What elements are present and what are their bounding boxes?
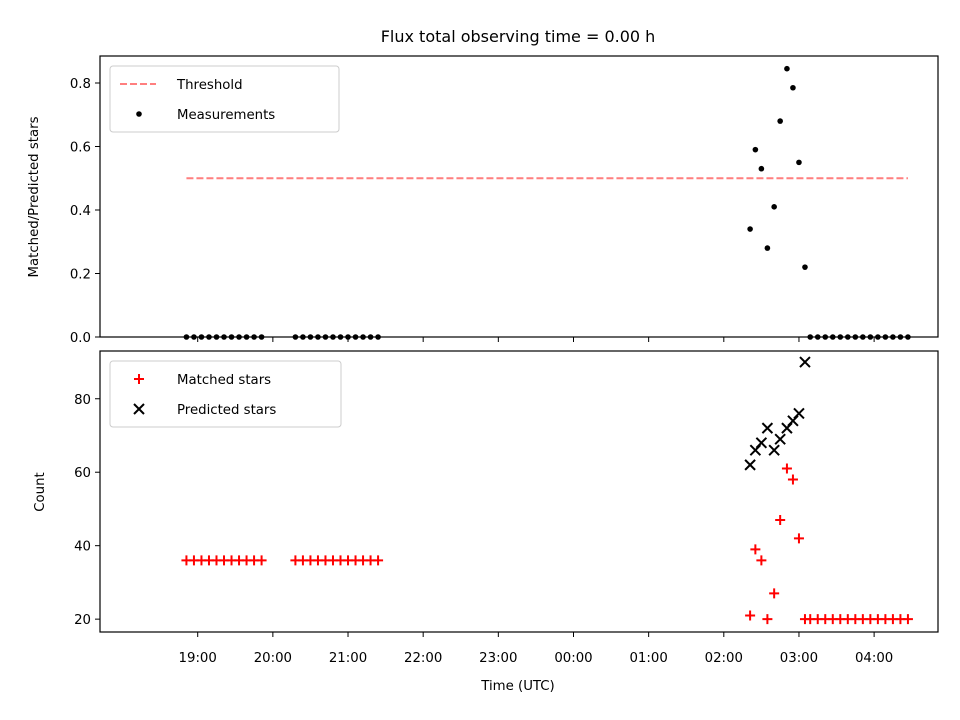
bottom-data-point [744, 459, 756, 471]
x-tick-label: 01:00 [629, 651, 667, 666]
bottom-data-point [755, 437, 768, 449]
top-legend-swatch [136, 111, 142, 117]
bottom-data-point [769, 588, 780, 599]
bottom-series-matched-stars [181, 463, 913, 625]
bottom-legend-box [109, 360, 342, 428]
bottom-data-point [793, 533, 804, 544]
bottom-legend-swatch [133, 403, 145, 415]
bottom-data-point [902, 614, 913, 625]
x-axis-label: Time (UTC) [480, 679, 555, 694]
top-data-point [802, 264, 808, 270]
bottom-y-tick-label: 20 [74, 613, 91, 628]
bottom-data-point [256, 555, 267, 566]
top-y-tick-label: 0.4 [70, 204, 91, 219]
top-legend-box [109, 65, 340, 133]
x-tick-label: 03:00 [780, 651, 818, 666]
bottom-data-point [799, 356, 811, 368]
bottom-legend: Matched stars Predicted stars [109, 360, 342, 428]
bottom-series-predicted-stars [744, 356, 811, 471]
top-y-tick-label: 0.0 [70, 331, 91, 346]
x-tick-label: 04:00 [855, 651, 893, 666]
x-tick-label: 19:00 [179, 651, 217, 666]
bottom-data-point [781, 463, 792, 474]
bottom-data-point [756, 555, 767, 566]
bottom-y-axis-label: Count [33, 472, 48, 512]
bottom-data-point [745, 610, 756, 621]
bottom-data-point [774, 433, 786, 445]
top-legend-label: Measurements [177, 108, 275, 123]
top-data-point [771, 204, 777, 210]
bottom-data-point [768, 444, 780, 456]
top-data-point [784, 65, 790, 72]
top-data-point [790, 84, 796, 91]
top-panel: 0.0 0.2 0.4 0.6 0.8 Threshold Measurements [70, 55, 939, 346]
bottom-y-tick-label: 60 [74, 466, 91, 481]
top-axes-frame [99, 55, 939, 338]
top-y-tick-label: 0.8 [70, 77, 91, 92]
x-tick-label: 23:00 [479, 651, 517, 666]
x-tick-label: 20:00 [254, 651, 292, 666]
bottom-y-tick-label: 80 [74, 393, 91, 408]
top-data-point [764, 245, 771, 251]
bottom-legend-label: Predicted stars [177, 403, 276, 418]
top-y-axis-label: Matched/Predicted stars [27, 116, 42, 277]
bottom-data-point [761, 422, 774, 434]
top-data-point [758, 165, 765, 172]
x-tick-label: 22:00 [404, 651, 442, 666]
top-y-tick-label: 0.2 [70, 267, 91, 282]
x-tick-label: 00:00 [554, 651, 592, 666]
top-legend: Threshold Measurements [109, 65, 340, 133]
top-data-point [752, 146, 759, 153]
bottom-y-tick-label: 40 [74, 540, 91, 555]
bottom-axes-frame [99, 350, 939, 633]
bottom-data-point [793, 407, 805, 420]
top-data-point [747, 226, 753, 232]
x-tick-label: 02:00 [705, 651, 743, 666]
top-legend-label: Threshold [176, 78, 243, 93]
bottom-legend-label: Matched stars [177, 373, 271, 388]
bottom-legend-swatch [134, 374, 144, 384]
bottom-data-point [775, 514, 786, 525]
top-data-point [796, 159, 802, 166]
bottom-data-point [762, 614, 773, 625]
bottom-data-point [787, 474, 798, 485]
bottom-panel: 20 40 60 80 19:00 20:00 21:00 22:00 23:00 00:00 01… [74, 350, 939, 666]
chart-title: Flux total observing time = 0.00 h [381, 27, 656, 46]
bottom-data-point [750, 544, 761, 555]
top-data-point [777, 118, 783, 124]
x-tick-label: 21:00 [329, 651, 367, 666]
bottom-data-point [373, 555, 384, 566]
top-y-tick-label: 0.6 [70, 140, 91, 155]
